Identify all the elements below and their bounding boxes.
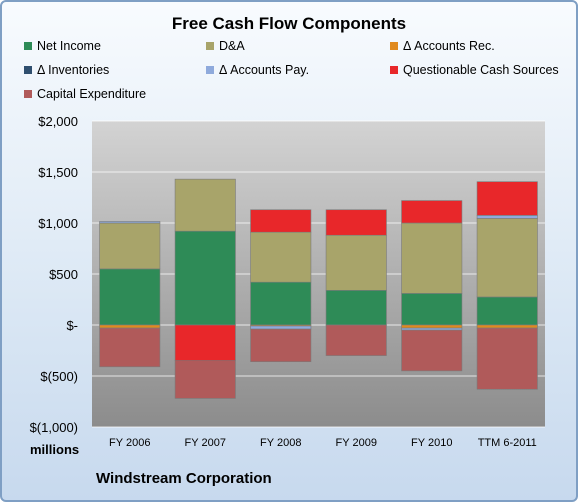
legend-label-accounts-pay: Δ Accounts Pay. — [219, 63, 310, 77]
bar-segment — [99, 221, 161, 224]
bar-segment — [401, 329, 463, 372]
legend-item-da: D&A — [206, 39, 245, 53]
bar-segment — [250, 328, 312, 363]
bar-segment — [250, 281, 312, 326]
bar-segment — [250, 231, 312, 283]
bar-segment — [325, 234, 387, 291]
y-tick-label: $- — [66, 318, 78, 333]
legend-item-accounts-pay: Δ Accounts Pay. — [206, 63, 309, 77]
bar-segment — [401, 327, 463, 331]
chart-subtitle: Windstream Corporation — [96, 470, 272, 487]
legend-swatch-inventories — [24, 66, 32, 74]
bar-segment — [401, 222, 463, 294]
bar-segment — [401, 200, 463, 224]
bar-segment — [325, 324, 387, 356]
legend-label-net-income: Net Income — [37, 39, 101, 53]
bar-segment — [476, 181, 538, 216]
y-tick-label: $1,500 — [38, 165, 78, 180]
bar-segment — [250, 325, 312, 330]
bar-segment — [476, 324, 538, 329]
legend-label-capex: Capital Expenditure — [37, 87, 147, 101]
bar-segment — [174, 324, 236, 362]
bar-segment — [99, 268, 161, 326]
chart-title: Free Cash Flow Components — [171, 14, 407, 33]
y-tick-label: $500 — [49, 267, 78, 282]
bar-segment — [99, 324, 161, 329]
y-tick-label: $1,000 — [38, 216, 78, 231]
legend-swatch-questionable-cash — [390, 66, 398, 74]
legend-label-inventories: Δ Inventories — [37, 63, 110, 77]
bar-segment — [325, 290, 387, 326]
x-tick-label: FY 2010 — [411, 437, 452, 449]
bar-segment — [99, 327, 161, 368]
bar-segment — [476, 296, 538, 326]
bar-segment — [476, 218, 538, 298]
x-tick-label: FY 2008 — [260, 437, 301, 449]
legend-swatch-da — [206, 42, 214, 50]
legend-item-capex: Capital Expenditure — [24, 87, 146, 101]
legend-swatch-capex — [24, 90, 32, 98]
bar-segment — [476, 215, 538, 219]
bar-segment — [401, 324, 463, 329]
legend-swatch-net-income — [24, 42, 32, 50]
x-tick-label: FY 2007 — [185, 437, 226, 449]
x-tick-label: TTM 6-2011 — [478, 437, 537, 449]
legend-label-accounts-rec: Δ Accounts Rec. — [403, 39, 495, 53]
bar-segment — [401, 293, 463, 326]
legend: Net Income D&A Δ Accounts Rec. Δ Invento… — [0, 36, 578, 106]
bar-segment — [476, 327, 538, 390]
legend-label-da: D&A — [219, 39, 245, 53]
bar-segment — [174, 178, 236, 232]
y-tick-label: $(1,000) — [30, 420, 78, 435]
legend-label-questionable-cash: Questionable Cash Sources — [403, 63, 559, 77]
bar-segment — [174, 360, 236, 399]
legend-swatch-accounts-pay — [206, 66, 214, 74]
bar-segment — [250, 209, 312, 233]
x-tick-label: FY 2006 — [109, 437, 150, 449]
bar-segment — [325, 209, 387, 236]
bar-segment — [99, 222, 161, 270]
legend-swatch-accounts-rec — [390, 42, 398, 50]
y-axis-label: millions — [30, 442, 79, 457]
legend-item-questionable-cash: Questionable Cash Sources — [390, 63, 559, 77]
legend-item-net-income: Net Income — [24, 39, 101, 53]
y-tick-label: $2,000 — [38, 114, 78, 129]
y-tick-label: $(500) — [40, 369, 78, 384]
x-tick-label: FY 2009 — [336, 437, 377, 449]
legend-item-accounts-rec: Δ Accounts Rec. — [390, 39, 495, 53]
legend-item-inventories: Δ Inventories — [24, 63, 109, 77]
bar-segment — [174, 230, 236, 326]
